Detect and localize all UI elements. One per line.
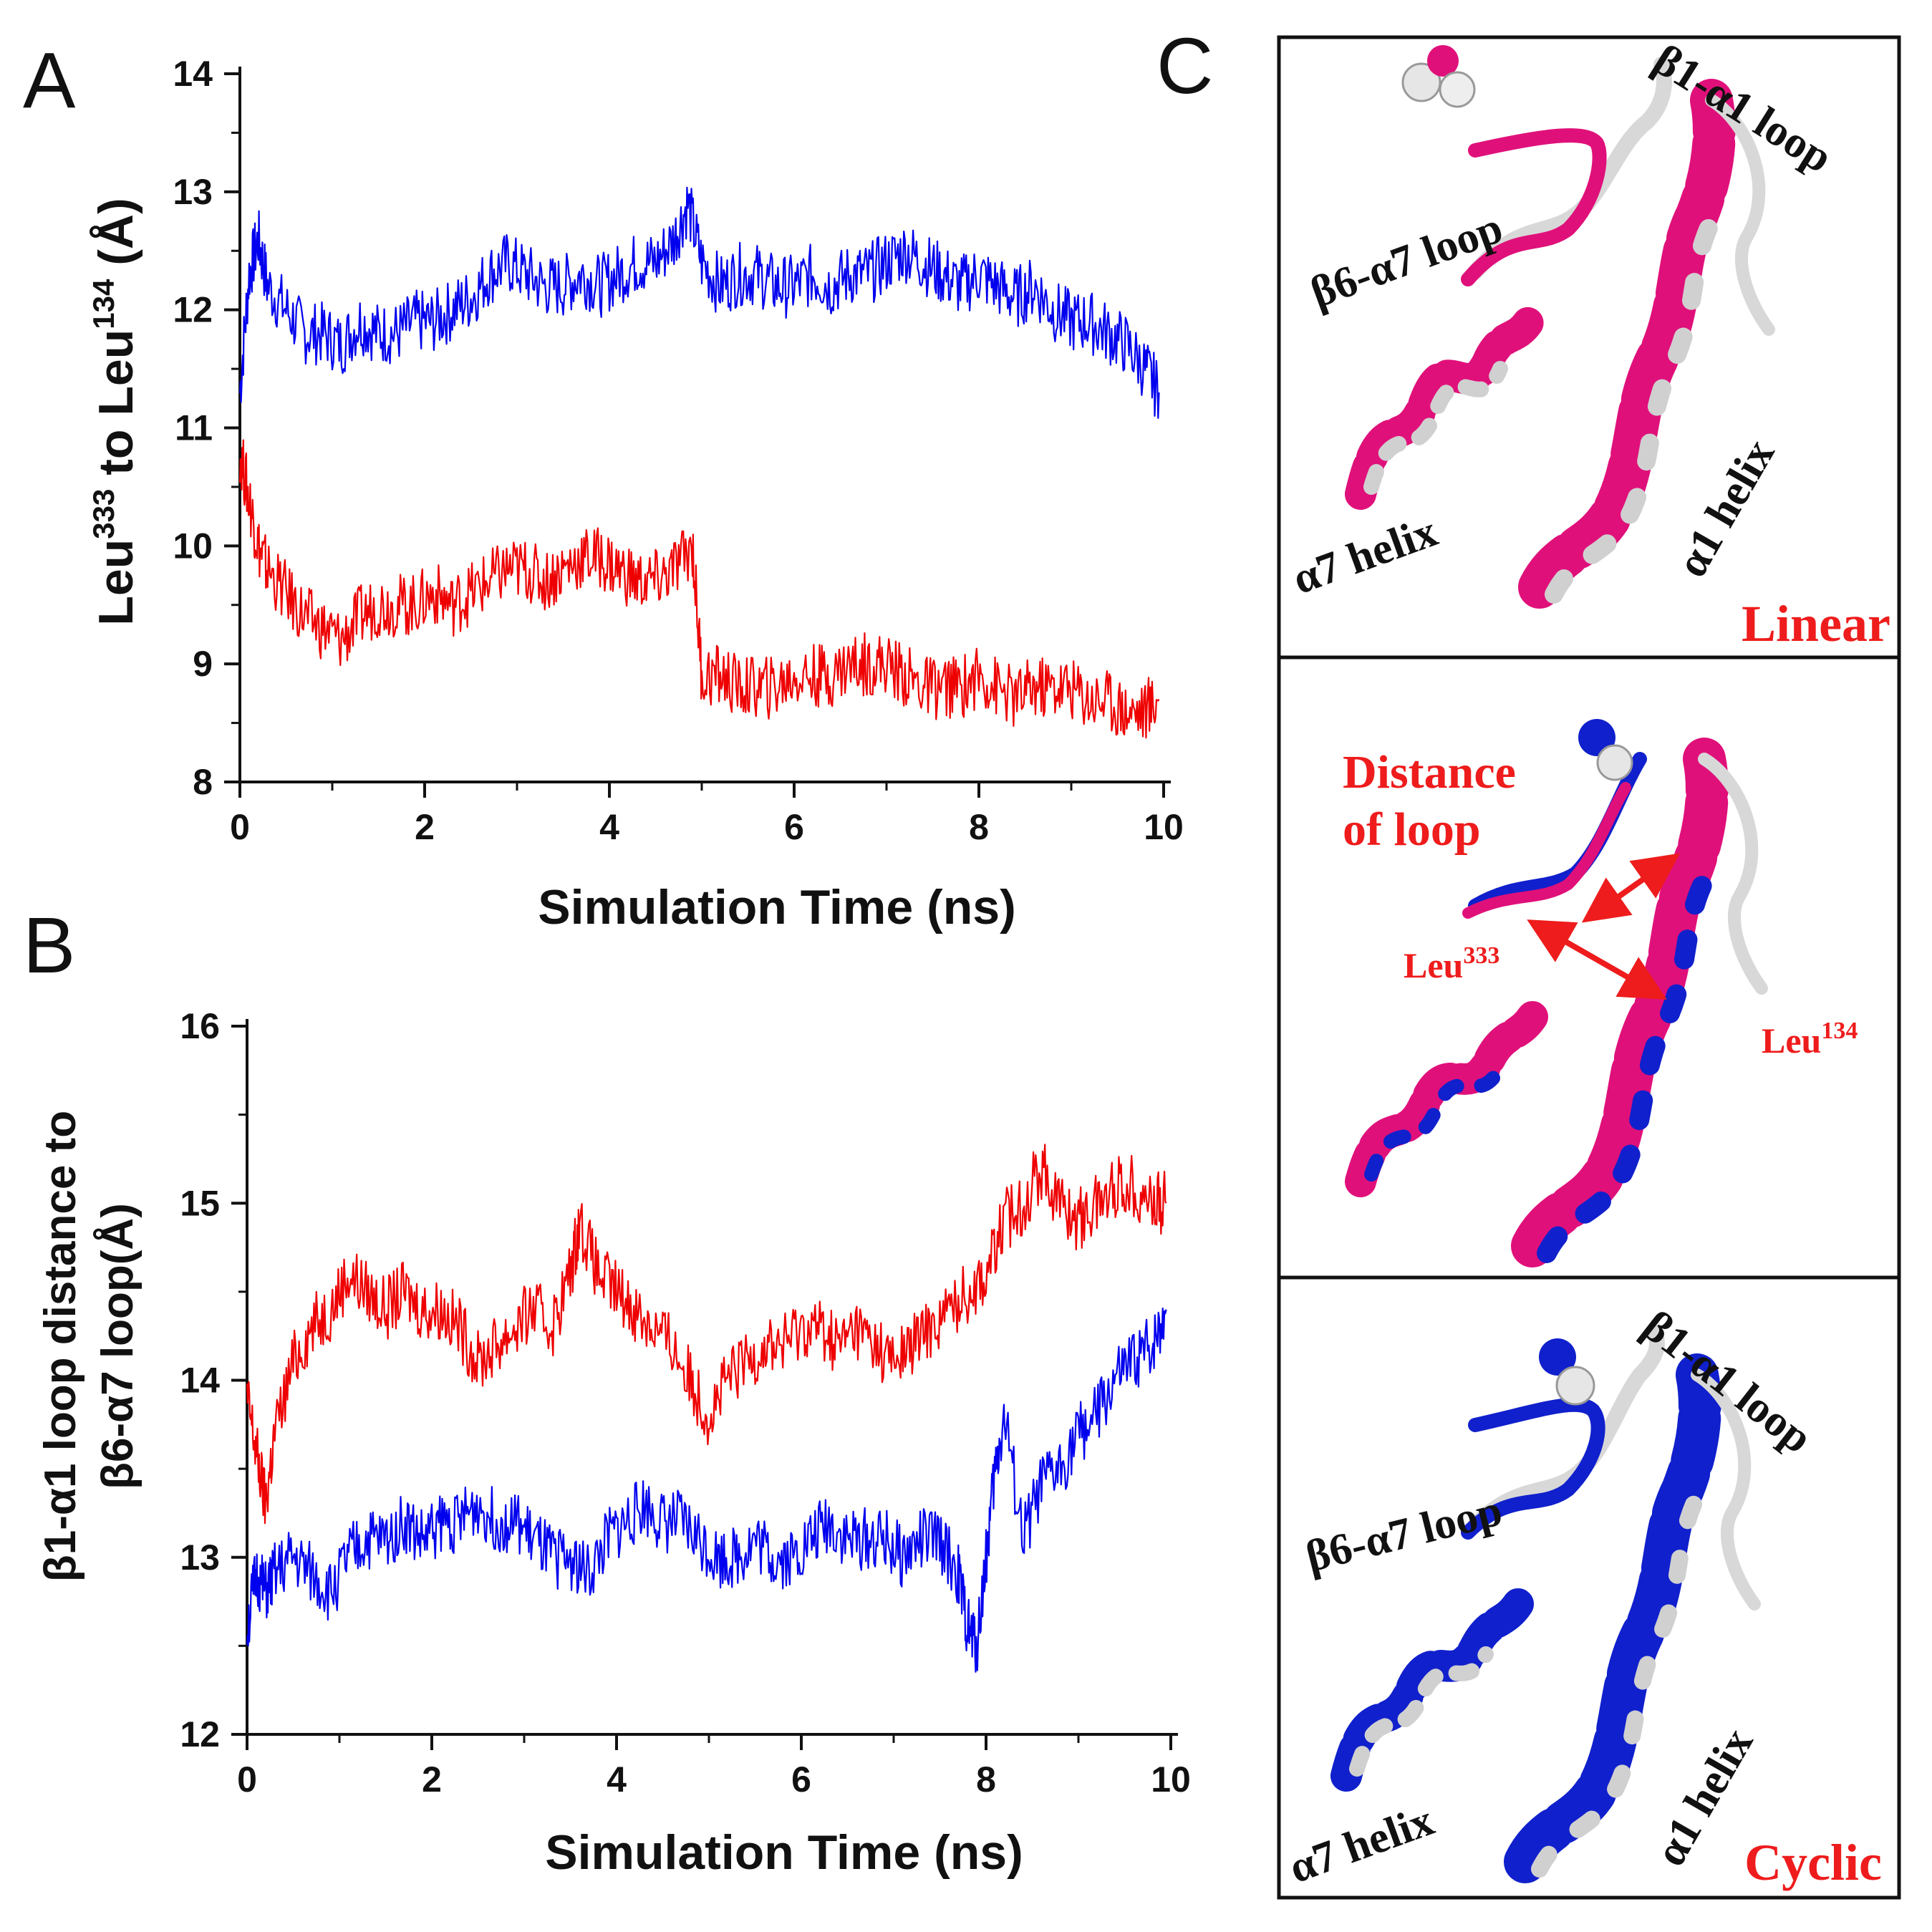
ribbon-magenta-a7-helix bbox=[1345, 299, 1548, 510]
ribbon-a1-helix-mid bbox=[1511, 738, 1729, 1267]
x-tick-label: 4 bbox=[599, 807, 619, 847]
y-tick-label: 8 bbox=[193, 762, 213, 802]
ribbon-white-b1-loop-bottom bbox=[1691, 1368, 1761, 1610]
protein-structure-cyclic bbox=[1330, 1324, 1761, 1883]
y-tick-label: 15 bbox=[180, 1183, 220, 1223]
series-line-blue bbox=[246, 1307, 1167, 1673]
series-line-red bbox=[238, 439, 1160, 739]
x-tick-label: 2 bbox=[422, 1759, 442, 1800]
y-tick-label: 13 bbox=[173, 172, 213, 212]
atom-sphere-blue-bottom bbox=[1539, 1338, 1576, 1376]
protein-structure-overlay bbox=[1345, 719, 1768, 1267]
panel-c: β1-α1 loop β6-α7 loop α7 helix α1 helix … bbox=[1277, 35, 1901, 1900]
label-b6-a7-loop-bottom: β6-α7 loop bbox=[1301, 1486, 1507, 1582]
chart-b-tick-labels: 0 2 4 6 8 10 12 13 14 15 16 bbox=[180, 1006, 1190, 1800]
label-leu333: Leu333 bbox=[1404, 942, 1499, 985]
panel-label-a: A bbox=[23, 37, 76, 125]
x-tick-label: 8 bbox=[976, 1759, 996, 1800]
y-tick-label: 13 bbox=[180, 1537, 220, 1578]
label-a7-helix-bottom: α7 helix bbox=[1283, 1796, 1440, 1893]
y-tick-label: 12 bbox=[180, 1714, 220, 1754]
chart-b-axes bbox=[231, 1019, 1178, 1750]
atom-sphere-white-2 bbox=[1439, 71, 1476, 108]
atom-sphere-white bbox=[1401, 62, 1441, 102]
ribbon-white-a1-helix-bottom bbox=[1531, 1488, 1706, 1878]
panel-label-b: B bbox=[23, 902, 75, 990]
ribbon-magenta-a1-helix bbox=[1518, 79, 1736, 609]
x-tick-label: 10 bbox=[1151, 1759, 1191, 1800]
distance-arrow-loop bbox=[1581, 853, 1681, 923]
label-cyclic: Cyclic bbox=[1744, 1834, 1882, 1891]
atom-sphere-magenta bbox=[1427, 45, 1459, 77]
atom-sphere-white-bottom bbox=[1555, 1366, 1595, 1406]
chart-b: 0 2 4 6 8 10 12 13 14 15 16 Simulation Time (ns) β… bbox=[36, 1006, 1191, 1880]
label-leu134: Leu134 bbox=[1762, 1018, 1858, 1061]
label-of-loop: of loop bbox=[1343, 803, 1481, 856]
series-line-blue bbox=[238, 186, 1160, 420]
y-tick-label: 14 bbox=[173, 54, 213, 94]
chart-a-series bbox=[238, 186, 1160, 739]
x-tick-label: 10 bbox=[1144, 807, 1184, 847]
ribbon-magenta-loop-mid bbox=[1462, 782, 1631, 919]
atom-sphere-white-mid bbox=[1596, 744, 1633, 781]
y-tick-label: 11 bbox=[175, 408, 213, 448]
ribbon-a7-helix-mid-blue bbox=[1364, 1060, 1507, 1182]
ribbon-white-a7-helix-bottom bbox=[1349, 1646, 1494, 1777]
ribbon-blue-a7-helix bbox=[1330, 1588, 1534, 1792]
y-tick-label: 16 bbox=[180, 1006, 220, 1046]
chart-a-xlabel: Simulation Time (ns) bbox=[538, 880, 1015, 934]
ribbon-a1-helix-mid-blue bbox=[1537, 871, 1714, 1263]
chart-b-ylabel-line2: β6-α7 loop(Å) bbox=[93, 1203, 143, 1489]
panel-c-bottom-frame bbox=[1277, 1275, 1901, 1900]
chart-a-tick-labels: 0 2 4 6 8 10 8 9 10 11 12 13 14 bbox=[173, 54, 1183, 847]
chart-b-ylabel-line1: β1-α1 loop distance to bbox=[36, 1111, 85, 1582]
chart-a-axes bbox=[224, 67, 1171, 798]
y-tick-label: 14 bbox=[180, 1361, 220, 1401]
chart-a-ylabel: Leu333 to Leu134 (Å) bbox=[87, 198, 143, 625]
x-tick-label: 0 bbox=[237, 1759, 257, 1800]
ribbon-white-mid-loop bbox=[1698, 753, 1768, 995]
protein-structure-linear bbox=[1345, 45, 1775, 609]
label-b1-a1-loop-bottom: β1-α1 loop bbox=[1633, 1301, 1821, 1462]
series-line-red bbox=[246, 1144, 1167, 1525]
x-tick-label: 0 bbox=[230, 807, 250, 847]
chart-b-xlabel: Simulation Time (ns) bbox=[545, 1825, 1023, 1880]
x-tick-label: 6 bbox=[784, 807, 804, 847]
ribbon-blue-a1-helix bbox=[1504, 1353, 1721, 1883]
label-a1-helix-top: α1 helix bbox=[1667, 431, 1784, 585]
ribbon-white-a1-helix bbox=[1545, 213, 1721, 604]
label-a7-helix-top: α7 helix bbox=[1287, 507, 1444, 604]
label-linear: Linear bbox=[1742, 595, 1890, 652]
y-tick-label: 12 bbox=[173, 290, 213, 330]
x-tick-label: 6 bbox=[791, 1759, 811, 1800]
ribbon-white-a7-helix bbox=[1363, 361, 1508, 495]
ribbon-magenta-loop bbox=[1461, 128, 1607, 286]
x-tick-label: 4 bbox=[607, 1759, 627, 1800]
ribbon-a7-helix-mid bbox=[1345, 1001, 1548, 1197]
x-tick-label: 2 bbox=[415, 807, 435, 847]
chart-a: 0 2 4 6 8 10 8 9 10 11 12 13 14 Simulation Time (ns)… bbox=[87, 54, 1184, 934]
chart-b-series bbox=[246, 1144, 1167, 1673]
y-tick-label: 10 bbox=[173, 526, 213, 566]
label-b1-a1-loop-top: β1-α1 loop bbox=[1646, 35, 1841, 183]
distance-arrow-leu bbox=[1527, 919, 1667, 1000]
ribbon-blue-loop-bottom bbox=[1461, 1397, 1605, 1540]
label-distance: Distance bbox=[1343, 746, 1516, 798]
ribbon-white-b1-loop bbox=[1705, 94, 1775, 336]
y-tick-label: 9 bbox=[193, 644, 213, 684]
x-tick-label: 8 bbox=[969, 807, 989, 847]
panel-label-c: C bbox=[1156, 22, 1213, 110]
